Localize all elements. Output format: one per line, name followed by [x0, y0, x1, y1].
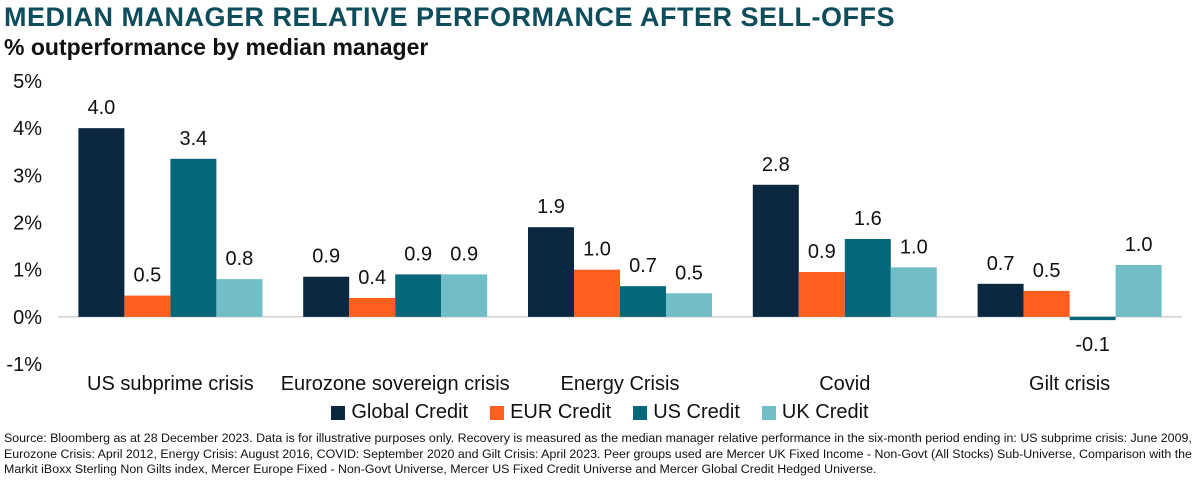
bar [216, 279, 263, 317]
legend-swatch [331, 405, 346, 420]
legend-swatch [490, 405, 505, 420]
bar [620, 286, 666, 317]
bar [977, 283, 1024, 317]
y-tick-label: 3% [13, 165, 42, 187]
bar [798, 272, 845, 317]
bar [78, 128, 125, 317]
data-label: 0.5 [675, 262, 703, 284]
data-label: 1.6 [854, 208, 882, 230]
bar [349, 297, 396, 317]
bar [844, 239, 891, 317]
data-label: 0.4 [358, 267, 386, 289]
legend-swatch [761, 405, 776, 420]
category-label: Covid [819, 373, 870, 395]
bar [1023, 290, 1070, 317]
legend-item: US Credit [633, 401, 740, 424]
data-label: 1.9 [537, 196, 565, 218]
data-label: 1.0 [900, 236, 928, 258]
y-tick-label: -1% [6, 354, 42, 376]
bar [574, 269, 620, 317]
data-label: 2.8 [762, 154, 790, 176]
chart-subtitle: % outperformance by median manager [4, 34, 429, 60]
y-tick-label: 2% [13, 213, 42, 235]
bar [890, 267, 937, 317]
legend-label: US Credit [653, 401, 740, 423]
data-label: 0.9 [808, 241, 836, 263]
category-label: Eurozone sovereign crisis [281, 373, 510, 395]
legend-item: EUR Credit [490, 401, 611, 424]
legend-item: UK Credit [761, 401, 869, 424]
category-label: Gilt crisis [1029, 373, 1110, 395]
bar [528, 227, 574, 317]
y-tick-label: 0% [13, 307, 42, 329]
legend-label: Global Credit [351, 401, 469, 423]
chart-title: MEDIAN MANAGER RELATIVE PERFORMANCE AFTE… [4, 2, 895, 32]
category-label: US subprime crisis [87, 373, 254, 395]
data-label: 1.0 [583, 239, 611, 261]
data-label: 0.8 [225, 248, 253, 270]
source-note: Source: Bloomberg as at 28 December 2023… [4, 431, 1192, 476]
chart-legend: Global Credit EUR Credit US Credit UK Credi… [0, 401, 1200, 424]
data-label: 0.9 [404, 243, 432, 265]
bar [752, 184, 799, 317]
bar [395, 274, 442, 317]
bar [124, 295, 171, 317]
data-label: 0.9 [450, 243, 478, 265]
legend-item: Global Credit [331, 401, 468, 424]
y-tick-label: 5% [13, 71, 42, 93]
bar [303, 276, 350, 317]
data-label: 1.0 [1125, 234, 1153, 256]
bar [1069, 316, 1116, 321]
data-label: 4.0 [87, 97, 115, 119]
data-label: 0.5 [133, 265, 161, 287]
bar-chart: -1% 0% 1% 2% 3% 4% 5% 4.0 0.5 3.4 0.8 US subprime c… [6, 71, 1182, 395]
category-label: Energy Crisis [561, 373, 680, 395]
bar [441, 274, 488, 317]
y-tick-label: 4% [13, 118, 42, 140]
bar [1115, 264, 1162, 317]
bar [666, 293, 712, 317]
bar [170, 158, 217, 317]
legend-label: UK Credit [781, 401, 869, 423]
data-label: 0.7 [987, 253, 1015, 275]
legend-swatch [633, 405, 648, 420]
y-tick-label: 1% [13, 260, 42, 282]
data-label: 0.9 [312, 246, 340, 268]
data-label: 3.4 [179, 128, 207, 150]
data-label: 0.7 [629, 255, 657, 277]
data-label: -0.1 [1075, 334, 1109, 356]
legend-label: EUR Credit [510, 401, 612, 423]
data-label: 0.5 [1033, 260, 1061, 282]
